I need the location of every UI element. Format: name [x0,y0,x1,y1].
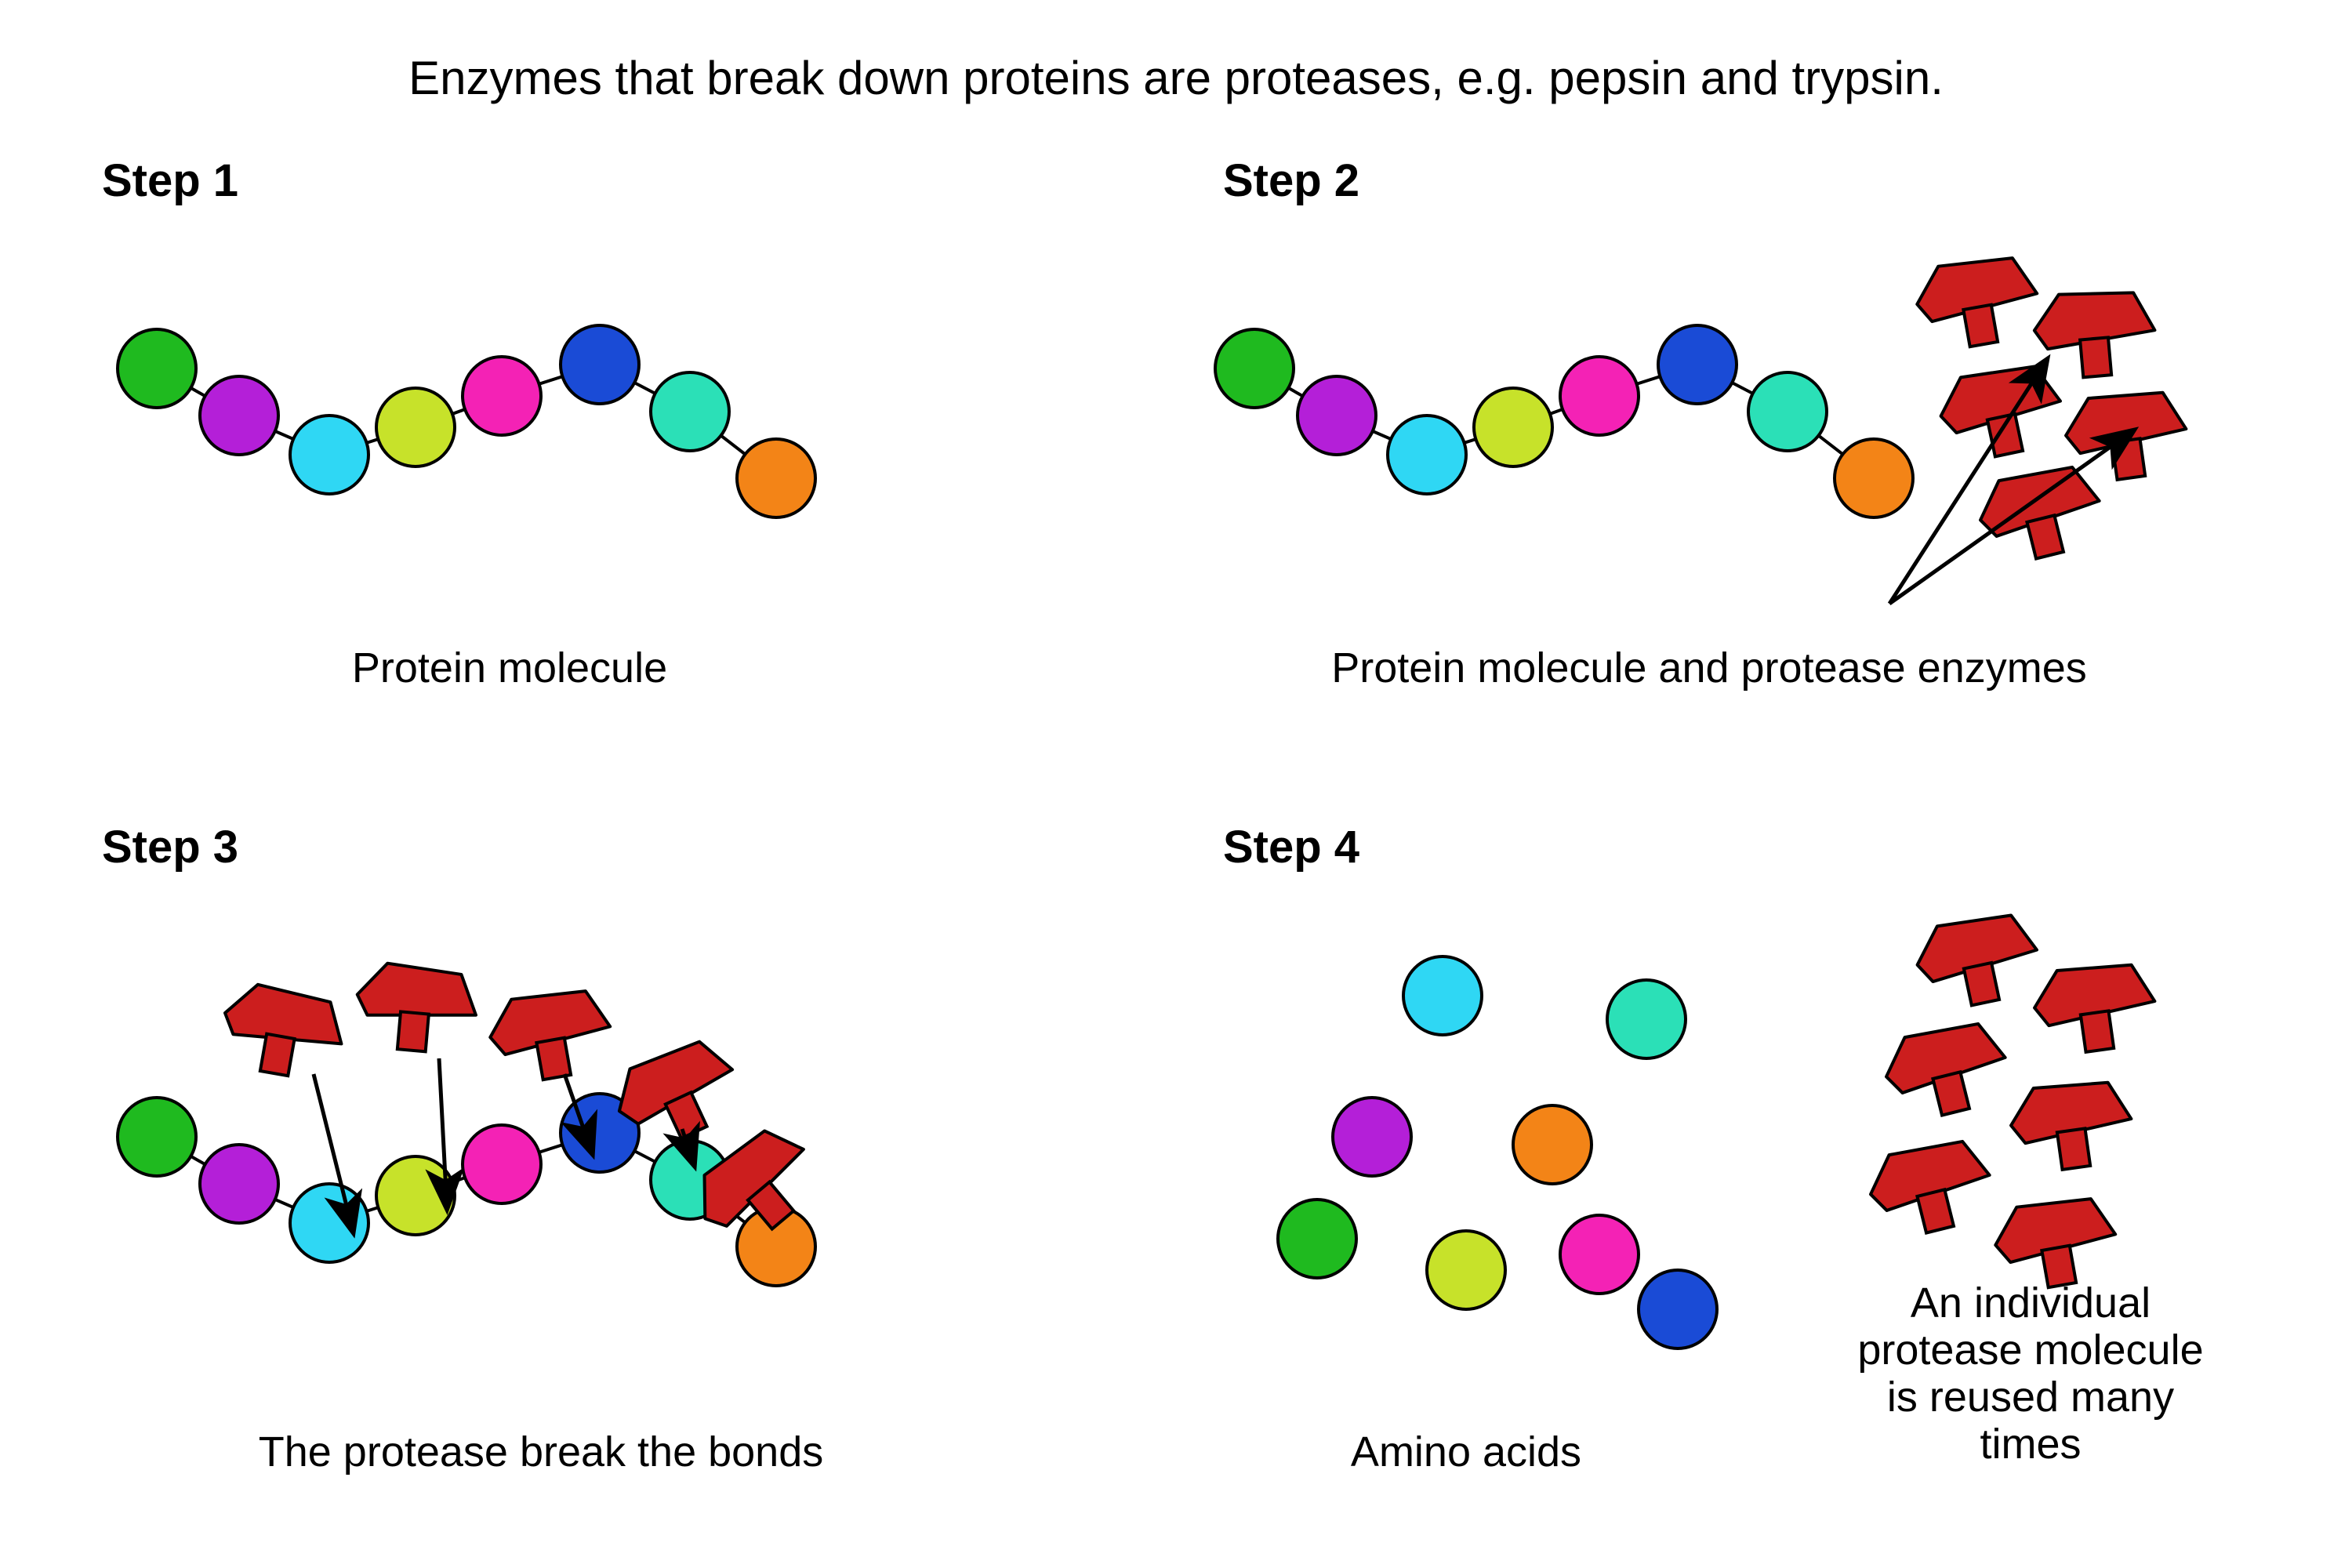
amino-acid-circle [561,325,639,404]
amino-acid-circle [1748,372,1827,451]
step-3-label: Step 3 [102,822,238,873]
panel-step-2: Step 2 Protein molecule and protease enzy… [1215,155,2192,691]
amino-acid-circle [1427,1231,1505,1309]
amino-acid-circle [1333,1098,1411,1176]
amino-acid-circle [376,388,455,466]
amino-acid-circle [1298,376,1376,455]
amino-acid-circle [1278,1200,1356,1278]
protease-enzyme-icon [1911,907,2045,1014]
amino-acid-circle [118,1098,196,1176]
protease-enzyme-icon [216,980,349,1084]
step-4-caption-b: An individualprotease moleculeis reused … [1857,1279,2203,1468]
step-4-label: Step 4 [1223,822,1359,873]
protease-enzyme-icon [2030,958,2161,1058]
protease-enzyme-icon [1878,1015,2016,1127]
amino-acid-circle [1560,357,1639,435]
amino-acid-circle [1835,439,1913,517]
amino-acid-circle [1388,416,1466,494]
protease-enzyme-icon [353,961,480,1056]
amino-acid-circle [651,372,729,451]
amino-acid-circle [290,416,368,494]
protease-enzyme-icon [2031,286,2158,381]
amino-acid-circle [1474,388,1552,466]
panel-step-4: Step 4 Amino acids An individualprotease m… [1223,822,2204,1475]
amino-acid-circle [1403,956,1482,1035]
step-2-caption: Protein molecule and protease enzymes [1331,644,2087,691]
amino-acid-circle [1560,1215,1639,1294]
amino-acid-circle [1658,325,1737,404]
step-1-label: Step 1 [102,155,238,206]
step-4-caption-a: Amino acids [1351,1428,1581,1475]
amino-acid-circle [1607,980,1686,1058]
step-1-caption: Protein molecule [352,644,667,691]
amino-acid-circle [200,1145,278,1223]
panel-step-3: Step 3 The protease break the bonds [102,822,829,1475]
amino-acid-circle [1639,1270,1717,1348]
step-3-caption: The protease break the bonds [259,1428,823,1475]
amino-acid-circle [118,329,196,408]
amino-acid-circle [1513,1105,1592,1184]
step-2-label: Step 2 [1223,155,1359,206]
amino-acid-circle [737,439,815,517]
amino-acid-circle [463,357,541,435]
protease-enzyme-icon [1863,1133,2000,1244]
protease-enzyme-icon [1973,459,2110,570]
page-title: Enzymes that break down proteins are pro… [408,52,1944,104]
panel-step-1: Step 1 Protein molecule [102,155,815,691]
pointer-arrow [1889,431,2132,604]
protease-enzyme-icon [485,983,617,1087]
amino-acid-circle [1215,329,1294,408]
amino-acid-circle [200,376,278,455]
amino-acid-circle [463,1125,541,1203]
protease-enzyme-icon [2006,1076,2137,1176]
amino-acid-circle [290,1184,368,1262]
protease-enzyme-icon [1911,250,2044,354]
protease-enzyme-icon [1934,358,2069,466]
